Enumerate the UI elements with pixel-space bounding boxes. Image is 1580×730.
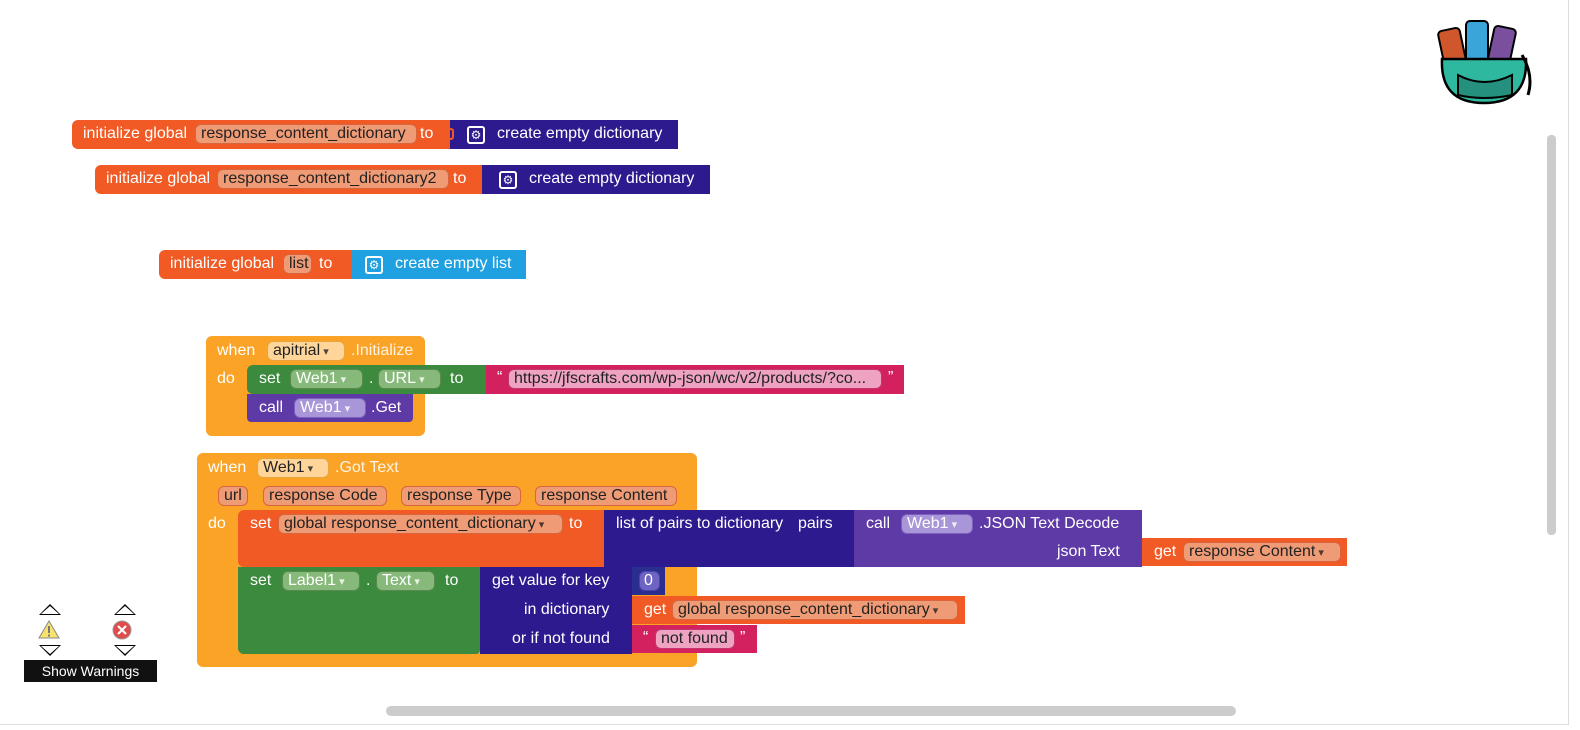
event-label: .Initialize bbox=[351, 342, 414, 359]
component-dropdown[interactable]: Web1 bbox=[257, 458, 329, 478]
show-warnings-button[interactable]: Show Warnings bbox=[24, 660, 157, 682]
create-empty-dictionary-block-1[interactable]: ⚙ create empty dictionary bbox=[448, 120, 678, 149]
to-label: to bbox=[450, 370, 464, 387]
variable-name-field[interactable]: response_content_dictionary bbox=[195, 124, 417, 144]
create-empty-dictionary-block-2[interactable]: ⚙ create empty dictionary bbox=[482, 165, 710, 194]
to-label: to bbox=[319, 255, 333, 272]
property-dropdown[interactable]: URL bbox=[378, 369, 441, 389]
create-empty-list-block[interactable]: ⚙ create empty list bbox=[351, 250, 526, 279]
call-web1-get-block[interactable]: call Web1 .Get bbox=[247, 394, 413, 422]
variable-dropdown[interactable]: response Content bbox=[1183, 542, 1341, 562]
event-label: .Got Text bbox=[335, 459, 399, 476]
keyword-label: initialize global bbox=[106, 170, 211, 187]
set-label: set bbox=[259, 370, 281, 387]
next-error-icon[interactable] bbox=[114, 645, 136, 656]
set-label1-text-block[interactable]: set Label1 . Text to bbox=[238, 567, 480, 654]
or-if-not-found-label: or if not found bbox=[512, 630, 610, 647]
component-dropdown[interactable]: apitrial bbox=[267, 341, 345, 361]
backpack-icon[interactable] bbox=[1436, 15, 1536, 107]
warning-triangle-icon bbox=[38, 620, 60, 639]
get-label: get bbox=[1154, 543, 1177, 560]
call-label: call bbox=[866, 515, 891, 532]
init-global-block-2[interactable]: initialize global response_content_dicti… bbox=[95, 165, 482, 194]
dot-label: . bbox=[366, 572, 371, 589]
not-found-text-block[interactable]: “ not found ” bbox=[632, 625, 757, 653]
method-label: .JSON Text Decode bbox=[979, 515, 1120, 532]
component-dropdown[interactable]: Web1 bbox=[290, 369, 363, 389]
init-global-block-3[interactable]: initialize global list to bbox=[159, 250, 351, 279]
block-label: create empty list bbox=[395, 255, 512, 272]
error-circle-icon bbox=[112, 620, 132, 640]
param-response-content[interactable]: response Content bbox=[535, 486, 677, 506]
dot-label: . bbox=[369, 370, 374, 387]
list-of-pairs-to-dictionary-block[interactable]: list of pairs to dictionary pairs bbox=[604, 510, 854, 567]
number-block[interactable]: 0 bbox=[632, 567, 665, 595]
param-response-type[interactable]: response Type bbox=[401, 486, 521, 506]
horizontal-scrollbar[interactable] bbox=[386, 706, 1236, 716]
component-dropdown[interactable]: Web1 bbox=[901, 514, 973, 534]
set-web1-url-block[interactable]: set Web1 . URL to bbox=[247, 365, 486, 394]
pairs-label: pairs bbox=[798, 515, 833, 532]
call-label: call bbox=[259, 399, 284, 416]
function-label: list of pairs to dictionary bbox=[616, 515, 784, 532]
mutator-gear-icon[interactable]: ⚙ bbox=[365, 256, 383, 274]
mutator-gear-icon[interactable]: ⚙ bbox=[499, 171, 517, 189]
number-field[interactable]: 0 bbox=[639, 571, 660, 591]
text-field[interactable]: https://jfscrafts.com/wp-json/wc/v2/prod… bbox=[508, 369, 882, 389]
when-label: when bbox=[208, 459, 247, 476]
component-dropdown[interactable]: Web1 bbox=[294, 398, 366, 418]
variable-name-field[interactable]: response_content_dictionary2 bbox=[217, 169, 449, 189]
to-label: to bbox=[453, 170, 467, 187]
to-label: to bbox=[569, 515, 583, 532]
open-quote: “ bbox=[643, 629, 649, 646]
when-label: when bbox=[217, 342, 256, 359]
set-global-variable-block[interactable]: set global response_content_dictionary t… bbox=[238, 510, 604, 567]
get-label: get bbox=[644, 601, 667, 618]
variable-dropdown[interactable]: global response_content_dictionary bbox=[278, 514, 563, 534]
property-dropdown[interactable]: Text bbox=[376, 571, 435, 591]
vertical-scrollbar[interactable] bbox=[1547, 135, 1556, 535]
set-label: set bbox=[250, 572, 272, 589]
variable-dropdown[interactable]: global response_content_dictionary bbox=[672, 600, 958, 620]
method-label: .Get bbox=[371, 399, 402, 416]
param-response-code[interactable]: response Code bbox=[263, 486, 387, 506]
variable-name-field[interactable]: list bbox=[283, 254, 312, 274]
prev-error-icon[interactable] bbox=[114, 604, 136, 615]
next-warning-icon[interactable] bbox=[39, 645, 61, 656]
keyword-label: initialize global bbox=[170, 255, 275, 272]
get-value-for-key-block[interactable]: get value for key in dictionary or if no… bbox=[480, 567, 632, 654]
set-label: set bbox=[250, 515, 272, 532]
do-label: do bbox=[208, 515, 226, 532]
warnings-indicator: Show Warnings bbox=[24, 600, 158, 684]
mutator-gear-icon[interactable]: ⚙ bbox=[467, 126, 485, 144]
function-label: get value for key bbox=[492, 572, 610, 589]
open-quote: “ bbox=[497, 369, 503, 386]
param-url[interactable]: url bbox=[218, 486, 248, 506]
init-global-block-1[interactable]: initialize global response_content_dicti… bbox=[72, 120, 450, 149]
to-label: to bbox=[420, 125, 434, 142]
do-label: do bbox=[217, 370, 235, 387]
close-quote: ” bbox=[888, 369, 894, 386]
in-dictionary-label: in dictionary bbox=[524, 601, 610, 618]
text-field[interactable]: not found bbox=[655, 629, 735, 649]
to-label: to bbox=[445, 572, 459, 589]
json-text-decode-block[interactable]: call Web1 .JSON Text Decode json Text bbox=[854, 510, 1142, 567]
component-dropdown[interactable]: Label1 bbox=[282, 571, 360, 591]
url-text-block[interactable]: “ https://jfscrafts.com/wp-json/wc/v2/pr… bbox=[486, 365, 904, 394]
json-text-label: json Text bbox=[1057, 543, 1120, 560]
get-response-content-block[interactable]: get response Content bbox=[1142, 538, 1347, 566]
keyword-label: initialize global bbox=[83, 125, 188, 142]
block-label: create empty dictionary bbox=[497, 125, 663, 142]
close-quote: ” bbox=[740, 629, 746, 646]
get-global-dictionary-block[interactable]: get global response_content_dictionary bbox=[632, 596, 965, 624]
prev-warning-icon[interactable] bbox=[39, 604, 61, 615]
block-label: create empty dictionary bbox=[529, 170, 695, 187]
